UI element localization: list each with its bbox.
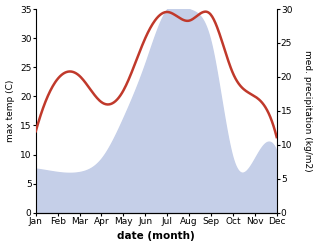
X-axis label: date (month): date (month) xyxy=(117,231,195,242)
Y-axis label: max temp (C): max temp (C) xyxy=(5,80,15,142)
Y-axis label: med. precipitation (kg/m2): med. precipitation (kg/m2) xyxy=(303,50,313,172)
